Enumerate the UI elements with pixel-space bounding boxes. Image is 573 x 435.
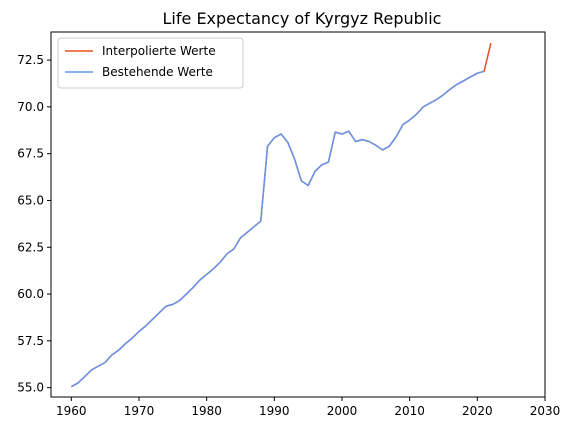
- chart-title: Life Expectancy of Kyrgyz Republic: [163, 9, 442, 28]
- legend: Interpolierte Werte Bestehende Werte: [57, 37, 244, 89]
- x-tick-label: 1960: [56, 404, 87, 418]
- y-tick-label: 55.0: [17, 381, 44, 395]
- x-tick-label: 1980: [191, 404, 222, 418]
- y-axis: 55.0 57.5 60.0 62.5 65.0 67.5 70.0 72.5: [17, 53, 51, 395]
- y-tick-label: 65.0: [17, 193, 44, 207]
- x-tick-label: 2000: [327, 404, 358, 418]
- y-tick-label: 67.5: [17, 147, 44, 161]
- y-tick-label: 57.5: [17, 334, 44, 348]
- x-tick-label: 2030: [530, 404, 561, 418]
- series-layer: [70, 43, 492, 388]
- plot-frame: [50, 31, 546, 398]
- series-line-1: [70, 70, 485, 388]
- legend-label-1: Bestehende Werte: [102, 65, 213, 79]
- y-tick-label: 72.5: [17, 53, 44, 67]
- x-tick-label: 2020: [462, 404, 493, 418]
- y-tick-label: 70.0: [17, 100, 44, 114]
- x-tick-label: 1970: [124, 404, 155, 418]
- legend-label-0: Interpolierte Werte: [102, 44, 216, 58]
- legend-box: [57, 37, 244, 89]
- x-tick-label: 2010: [394, 404, 425, 418]
- y-tick-label: 60.0: [17, 287, 44, 301]
- y-tick-label: 62.5: [17, 240, 44, 254]
- x-tick-label: 1990: [259, 404, 290, 418]
- x-axis: 1960 1970 1980 1990 2000 2010 2020 2030: [56, 397, 560, 418]
